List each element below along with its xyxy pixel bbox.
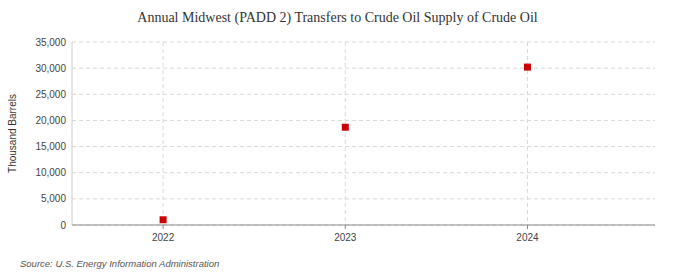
x-tick-label: 2023 bbox=[334, 232, 357, 243]
axes: 0 5,000 10,000 15,000 20,000 25,000 30,000 35,0… bbox=[35, 37, 655, 244]
plot-area bbox=[72, 42, 655, 225]
y-tick-label: 25,000 bbox=[35, 89, 66, 100]
source-note: Source: U.S. Energy Information Administ… bbox=[20, 258, 219, 269]
y-axis-line bbox=[72, 42, 73, 225]
x-tick-label: 2024 bbox=[516, 232, 539, 243]
y-tick-label: 15,000 bbox=[35, 141, 66, 152]
y-grid-line bbox=[72, 68, 655, 69]
y-tick-label: 35,000 bbox=[35, 37, 66, 48]
y-tick-label: 30,000 bbox=[35, 63, 66, 74]
y-tick-label: 5,000 bbox=[41, 193, 66, 204]
y-tick-label: 10,000 bbox=[35, 167, 66, 178]
grid bbox=[72, 42, 655, 225]
x-grid-line bbox=[345, 42, 346, 225]
x-axis-line bbox=[72, 225, 655, 226]
x-tick-label: 2022 bbox=[152, 232, 175, 243]
x-tick bbox=[345, 225, 346, 229]
y-grid-line bbox=[72, 172, 655, 173]
y-grid-line bbox=[72, 146, 655, 147]
y-tick-label: 0 bbox=[60, 220, 66, 231]
title: Annual Midwest (PADD 2) Transfers to Cru… bbox=[137, 10, 538, 26]
y-axis-label: Thousand Barrels bbox=[7, 94, 18, 173]
points bbox=[160, 64, 531, 224]
point bbox=[342, 124, 349, 131]
y-tick-label: 20,000 bbox=[35, 115, 66, 126]
y-grid-line bbox=[72, 94, 655, 95]
chart: 0 5,000 10,000 15,000 20,000 25,000 30,000 35,0… bbox=[0, 0, 675, 275]
x-tick bbox=[527, 225, 528, 229]
point bbox=[524, 64, 531, 71]
y-grid-line bbox=[72, 120, 655, 121]
y-grid-line bbox=[72, 225, 655, 226]
y-grid-line bbox=[72, 42, 655, 43]
x-tick bbox=[163, 225, 164, 229]
point bbox=[160, 216, 167, 223]
y-grid-line bbox=[72, 198, 655, 199]
x-grid-line bbox=[163, 42, 164, 225]
